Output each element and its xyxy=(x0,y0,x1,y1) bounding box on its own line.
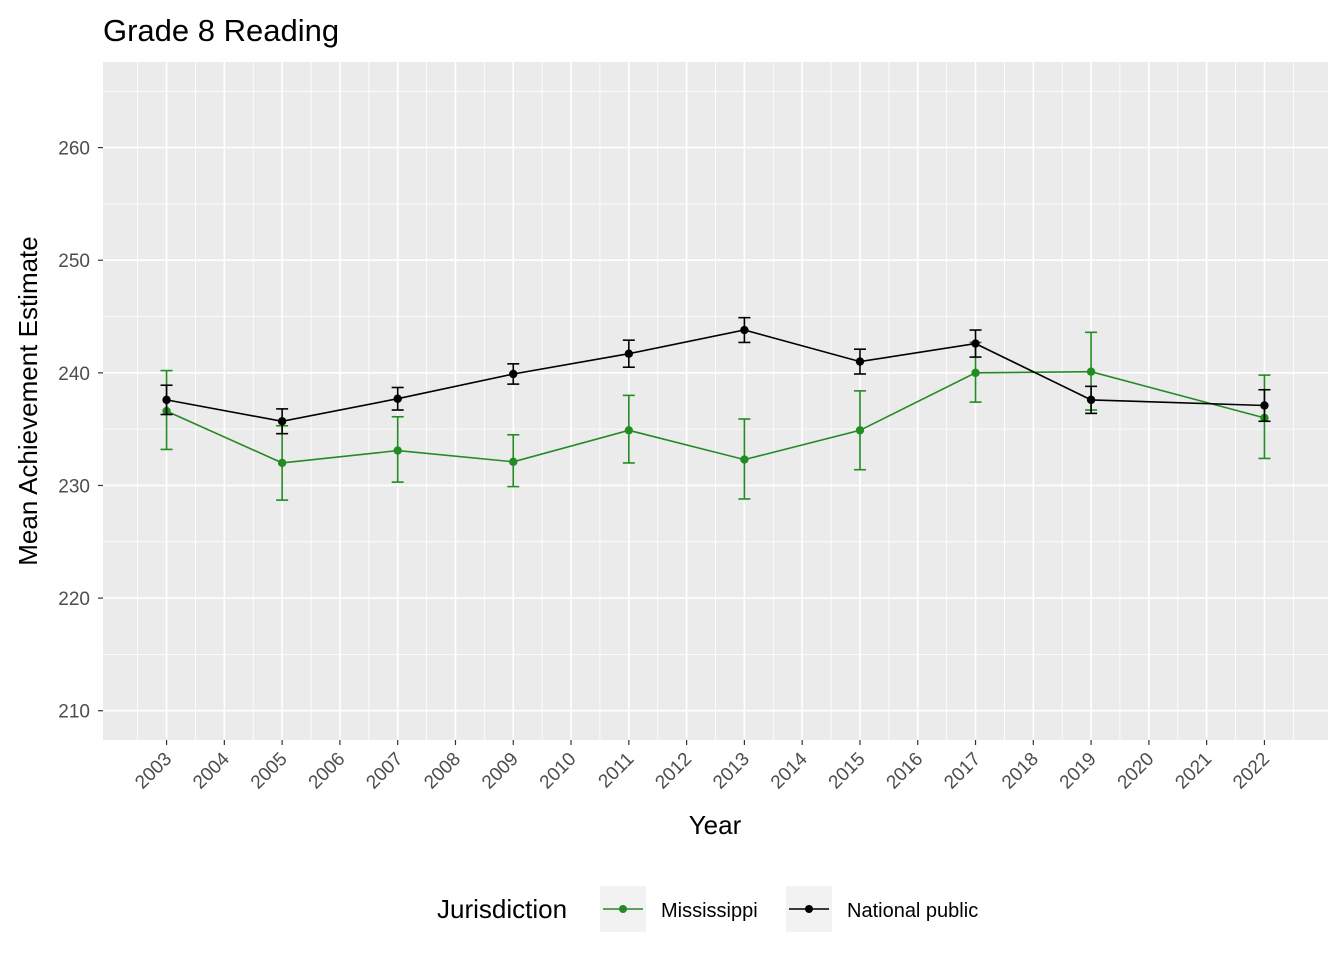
x-tick-label: 2006 xyxy=(305,749,350,794)
x-tick-label: 2011 xyxy=(595,749,639,793)
x-tick-label: 2019 xyxy=(1056,749,1101,794)
x-axis-title: Year xyxy=(689,810,742,840)
x-tick-label: 2008 xyxy=(420,749,465,794)
data-point xyxy=(855,357,865,366)
legend: Jurisdiction Mississippi National public xyxy=(437,886,978,932)
x-tick-label: 2013 xyxy=(709,749,754,794)
x-tick-label: 2014 xyxy=(767,748,812,793)
legend-key-point xyxy=(805,905,813,913)
data-point xyxy=(1086,367,1096,376)
data-point xyxy=(624,426,634,435)
x-tick-label: 2020 xyxy=(1114,749,1159,794)
series-line xyxy=(166,329,1265,423)
data-point xyxy=(162,395,171,405)
x-tick-label: 2016 xyxy=(883,749,928,794)
y-tick-label: 240 xyxy=(58,364,90,385)
x-tick-label: 2004 xyxy=(189,748,234,793)
data-point xyxy=(971,339,980,348)
x-tick-label: 2022 xyxy=(1229,749,1274,794)
chart-title: Grade 8 Reading xyxy=(103,13,339,48)
data-point xyxy=(393,394,402,403)
legend-item-mississippi: Mississippi xyxy=(600,886,758,932)
data-point xyxy=(277,458,287,468)
legend-label-national-public: National public xyxy=(847,900,978,922)
data-point xyxy=(393,446,402,455)
x-tick-label: 2005 xyxy=(247,749,292,794)
data-point xyxy=(509,457,518,467)
data-point xyxy=(1260,401,1269,410)
y-axis-title: Mean Achievement Estimate xyxy=(13,236,43,566)
legend-label-mississippi: Mississippi xyxy=(661,900,758,922)
data-point xyxy=(277,417,287,426)
data-point xyxy=(855,426,865,435)
y-tick-label: 260 xyxy=(58,139,90,160)
data-point xyxy=(740,325,749,335)
x-tick-label: 2015 xyxy=(825,749,870,794)
x-tick-label: 2021 xyxy=(1171,749,1216,794)
data-point xyxy=(509,369,518,379)
x-tick-label: 2017 xyxy=(940,749,985,794)
x-tick-label: 2010 xyxy=(536,749,581,794)
y-tick-label: 250 xyxy=(58,251,90,272)
x-tick-label: 2003 xyxy=(131,749,176,794)
legend-key-point xyxy=(619,905,627,913)
x-tick-label: 2007 xyxy=(362,749,407,794)
legend-title: Jurisdiction xyxy=(437,894,567,924)
data-point xyxy=(1086,395,1096,405)
data-point xyxy=(740,455,749,464)
y-tick-label: 230 xyxy=(58,476,90,497)
y-tick-label: 210 xyxy=(58,702,90,723)
series-group xyxy=(160,316,1271,501)
series-national-public xyxy=(160,316,1271,435)
x-tick-label: 2009 xyxy=(478,749,523,794)
y-tick-label: 220 xyxy=(58,589,90,610)
data-point xyxy=(624,349,634,358)
x-tick-label: 2012 xyxy=(651,749,696,794)
data-point xyxy=(971,368,980,378)
x-tick-label: 2018 xyxy=(998,749,1043,794)
legend-item-national-public: National public xyxy=(786,886,978,932)
